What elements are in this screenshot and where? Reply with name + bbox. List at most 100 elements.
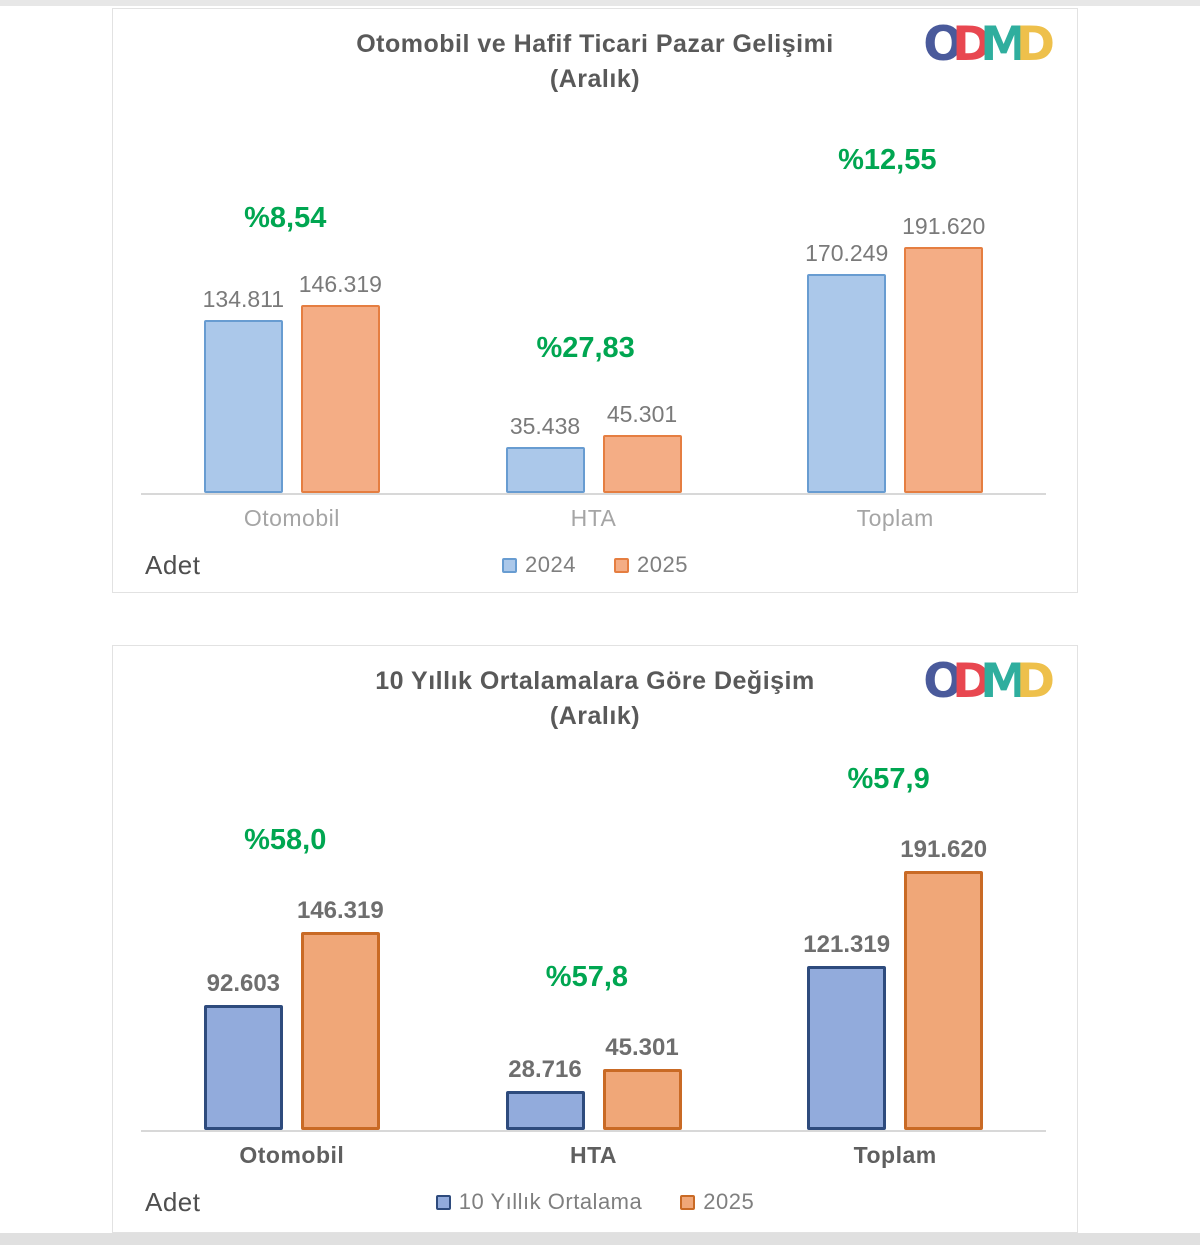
- odmd-logo: ODMD: [923, 21, 1055, 68]
- legend-item-10-y-ll-k-ortalama: 10 Yıllık Ortalama: [435, 1189, 643, 1215]
- page-edge-strip-top: [0, 0, 1200, 6]
- legend: 2024 2025: [113, 548, 1077, 578]
- bar-2025-otomobil: [300, 932, 380, 1130]
- bar-value-label: 45.301: [606, 401, 678, 427]
- logo-letter-o: O: [923, 17, 964, 72]
- chart-subtitle: (Aralık): [549, 702, 641, 730]
- legend-item-2025: 2025: [614, 552, 688, 578]
- chart-title: Otomobil ve Hafif Ticari Pazar Gelişimi: [356, 30, 834, 58]
- bar-group-toplam: %12,55 170.249 191.620: [744, 133, 1046, 493]
- bar-value-label: 170.249: [805, 240, 889, 266]
- x-axis-label-otomobil: Otomobil: [243, 505, 340, 531]
- bar-group-otomobil: %8,54 134.811 146.319: [141, 133, 443, 493]
- bar-group-otomobil: %58,0 92.603 146.319: [141, 770, 443, 1130]
- bar-10-y-ll-k-ortalama-toplam: [807, 966, 887, 1130]
- bar-value-label: 191.620: [900, 836, 988, 863]
- chart-footer: Adet 10 Yıllık Ortalama 2025: [113, 1185, 1077, 1225]
- legend-swatch: [435, 1194, 451, 1210]
- page-edge-strip-bottom: [0, 1233, 1200, 1245]
- bar-2025-toplam: [904, 871, 984, 1130]
- percent-change-label: %27,83: [536, 332, 635, 364]
- legend-label: 2025: [703, 1189, 755, 1214]
- bar-group-hta: %57,8 28.716 45.301: [443, 770, 745, 1130]
- logo-letter-o: O: [923, 654, 964, 709]
- percent-change-label: %58,0: [244, 824, 327, 856]
- bar-value-label: 28.716: [508, 1056, 582, 1083]
- bar-2024-toplam: [807, 274, 887, 493]
- bar-column-2025-toplam: 191.620: [900, 836, 987, 1130]
- logo-letter-m: M: [980, 654, 1027, 709]
- bars-pair: 121.319 191.620: [803, 836, 987, 1130]
- x-axis-label-toplam: Toplam: [856, 505, 934, 531]
- x-axis-label-hta: HTA: [570, 505, 617, 531]
- bars-pair: 35.438 45.301: [505, 401, 682, 493]
- x-axis-labels: Otomobil HTA Toplam: [141, 1142, 1046, 1169]
- bar-value-label: 45.301: [605, 1034, 679, 1061]
- legend-item-2025: 2025: [680, 1189, 754, 1215]
- bar-value-label: 146.319: [298, 271, 382, 297]
- x-axis-label-toplam: Toplam: [853, 1142, 937, 1168]
- x-axis-labels: Otomobil HTA Toplam: [141, 505, 1046, 532]
- bar-2025-otomobil: [300, 305, 380, 493]
- percent-change-label: %57,8: [545, 961, 629, 993]
- legend: 10 Yıllık Ortalama 2025: [113, 1185, 1077, 1215]
- bar-column-2025-otomobil: 146.319: [297, 897, 384, 1130]
- unit-label: Adet: [145, 550, 201, 580]
- bar-value-label: 121.319: [803, 931, 891, 958]
- bar-2025-toplam: [904, 247, 984, 493]
- bar-value-label: 92.603: [206, 970, 281, 997]
- bar-column-2025-hta: 45.301: [602, 1034, 682, 1130]
- percent-change-label: %8,54: [244, 202, 327, 234]
- x-axis-label-otomobil: Otomobil: [239, 1142, 345, 1168]
- logo-letter-m: M: [980, 17, 1027, 72]
- chart-footer: Adet 2024 2025: [113, 548, 1077, 588]
- bar-column-2025-otomobil: 146.319: [298, 271, 382, 493]
- market-growth-chart-card: Otomobil ve Hafif Ticari Pazar Gelişimi …: [112, 8, 1078, 593]
- x-axis-label-hta: HTA: [569, 1142, 618, 1168]
- bar-value-label: 35.438: [509, 413, 581, 439]
- unit-label: Adet: [145, 1187, 201, 1217]
- legend-swatch: [502, 557, 518, 573]
- chart-header: 10 Yıllık Ortalamalara Göre Değişim (Ara…: [113, 646, 1077, 734]
- bar-column-2025-toplam: 191.620: [902, 213, 986, 493]
- legend-label: 10 Yıllık Ortalama: [458, 1189, 643, 1214]
- bar-column-2024-toplam: 170.249: [805, 240, 889, 493]
- percent-change-label: %57,9: [847, 763, 930, 795]
- bars-pair: 28.716 45.301: [505, 1034, 682, 1130]
- bar-group-hta: %27,83 35.438 45.301: [443, 133, 745, 493]
- logo-letter-d: D: [1015, 17, 1055, 72]
- logo-letter-d: D: [1015, 654, 1055, 709]
- bar-plot: %58,0 92.603 146.319 %57,8 28.716 45.301 %57,9…: [141, 763, 1046, 1132]
- bar-plot: %8,54 134.811 146.319 %27,83 35.438 45.301 %12…: [141, 133, 1046, 495]
- bar-2025-hta: [602, 435, 682, 493]
- logo-letter-d: D: [952, 654, 992, 709]
- bar-2024-otomobil: [203, 320, 283, 493]
- chart-header: Otomobil ve Hafif Ticari Pazar Gelişimi …: [113, 9, 1077, 97]
- bar-column-2025-hta: 45.301: [602, 401, 682, 493]
- legend-swatch: [614, 557, 629, 573]
- legend-swatch: [680, 1194, 696, 1210]
- percent-change-label: %12,55: [838, 144, 937, 176]
- bar-value-label: 191.620: [902, 213, 986, 239]
- odmd-logo: ODMD: [923, 658, 1055, 705]
- bars-pair: 134.811 146.319: [202, 271, 382, 493]
- bar-column-10-y-ll-k-ortalama-toplam: 121.319: [803, 931, 890, 1130]
- legend-label: 2024: [525, 552, 576, 577]
- legend-label: 2025: [637, 552, 688, 577]
- bar-group-toplam: %57,9 121.319 191.620: [744, 763, 1046, 1130]
- bar-value-label: 146.319: [296, 897, 384, 924]
- bar-value-label: 134.811: [202, 286, 285, 312]
- bar-column-10-y-ll-k-ortalama-hta: 28.716: [505, 1056, 585, 1130]
- chart-subtitle: (Aralık): [549, 65, 641, 93]
- bar-column-10-y-ll-k-ortalama-otomobil: 92.603: [203, 970, 283, 1130]
- bar-column-2024-otomobil: 134.811: [202, 286, 285, 493]
- chart-title: 10 Yıllık Ortalamalara Göre Değişim: [375, 667, 815, 695]
- bar-column-2024-hta: 35.438: [505, 413, 585, 493]
- legend-item-2024: 2024: [502, 552, 576, 578]
- bars-pair: 92.603 146.319: [203, 897, 384, 1130]
- bars-pair: 170.249 191.620: [805, 213, 986, 493]
- bar-2024-hta: [505, 447, 585, 493]
- logo-letter-d: D: [952, 17, 992, 72]
- bar-10-y-ll-k-ortalama-hta: [505, 1091, 585, 1130]
